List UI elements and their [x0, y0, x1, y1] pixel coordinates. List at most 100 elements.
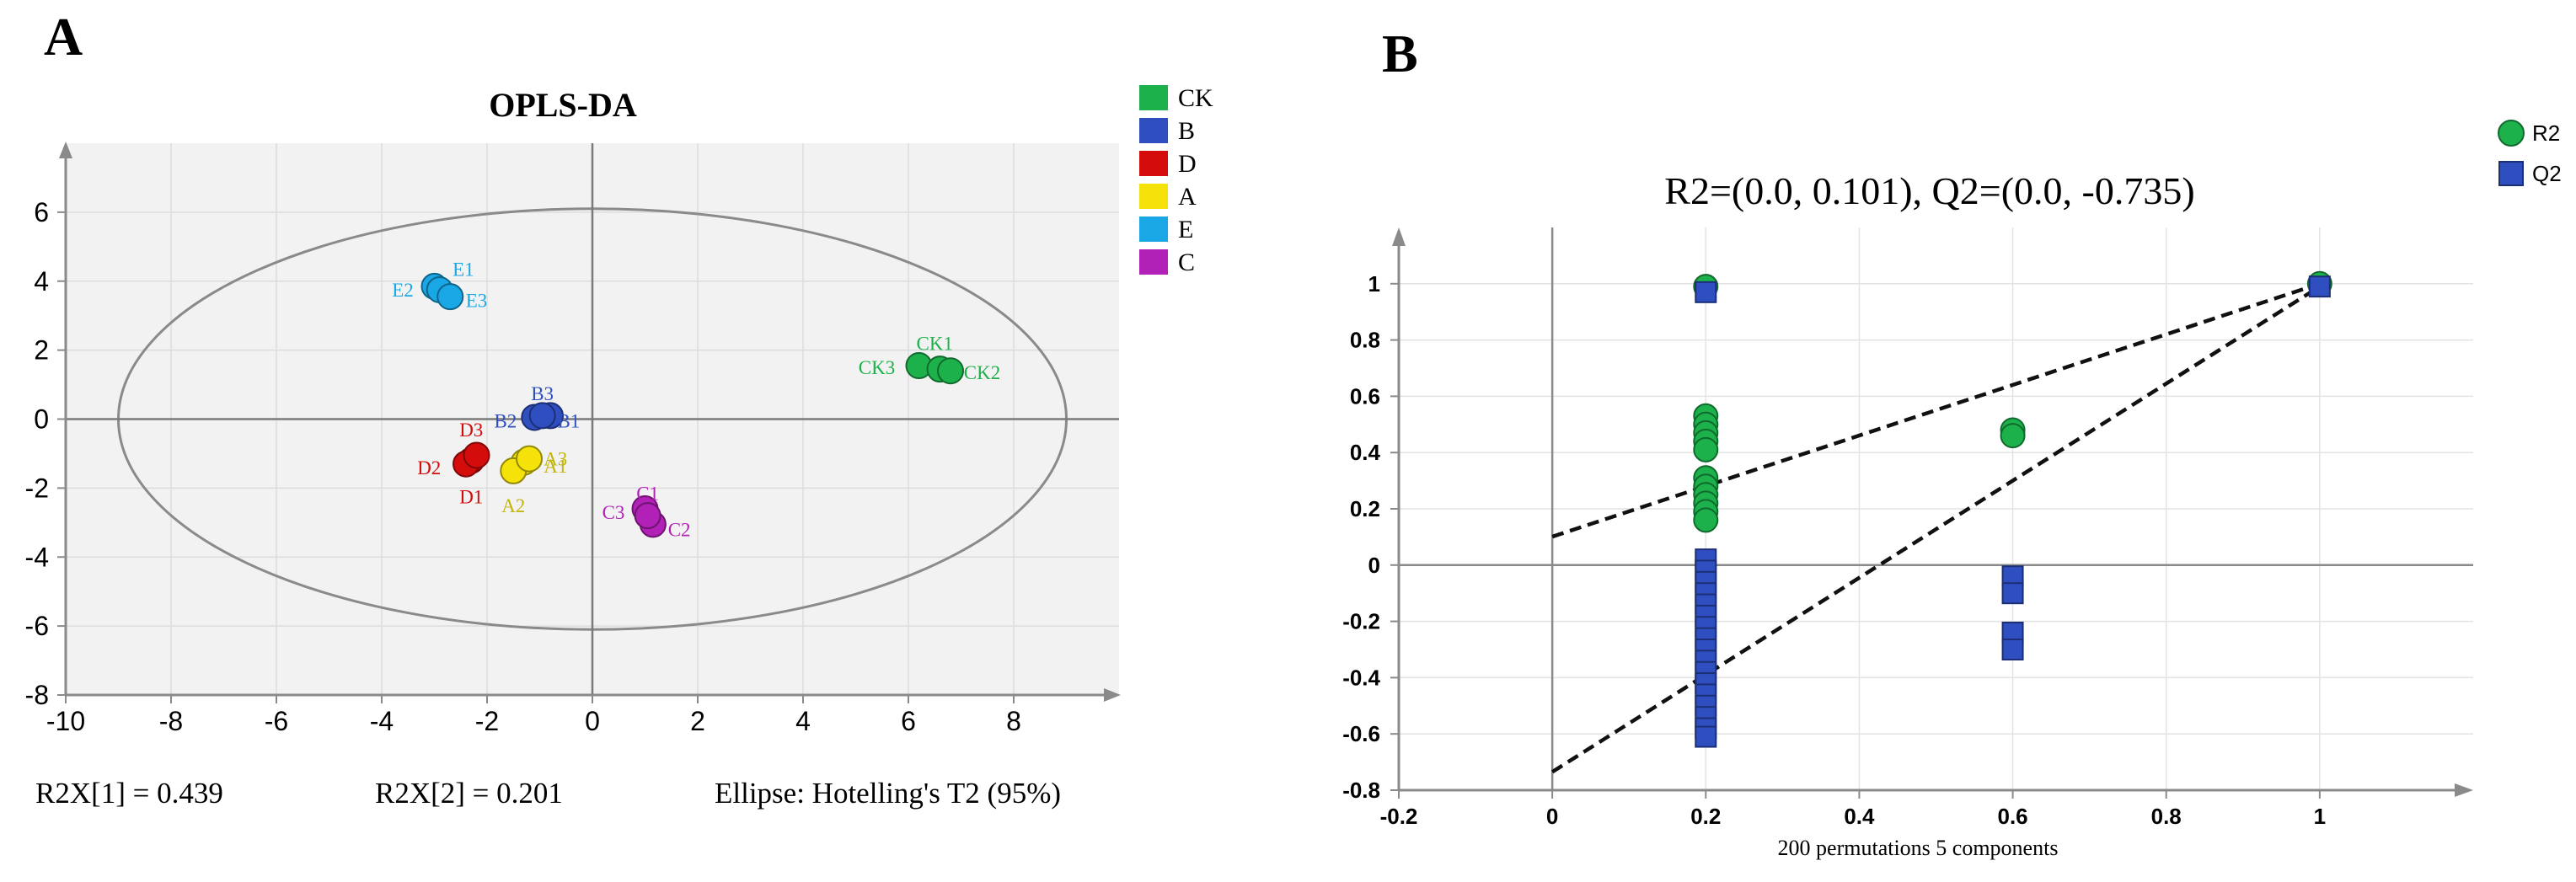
r2x2-label: R2X[2] = 0.201 — [375, 777, 563, 810]
legend-label-ck: CK — [1178, 84, 1213, 112]
point-label-d1: D1 — [459, 487, 483, 508]
x-tick-label: 4 — [795, 706, 811, 736]
q2-point — [1695, 725, 1717, 748]
point-label-a2: A2 — [501, 495, 525, 516]
regression-line-r2 — [1551, 281, 2321, 539]
y-tick-label: -8 — [25, 680, 49, 710]
legend-label-d: D — [1178, 150, 1197, 178]
panel-a-letter: A — [44, 7, 83, 67]
point-label-b2: B2 — [494, 411, 517, 432]
panel-b: B R2=(0.0, 0.101), Q2=(0.0, -0.735) -0.2… — [1342, 24, 2562, 860]
x-tick-label: 0.6 — [1997, 804, 2027, 829]
legend-label-a: A — [1178, 183, 1197, 211]
point-label-c1: C1 — [636, 484, 659, 505]
point-label-e2: E2 — [392, 280, 414, 301]
point-label-ck3: CK3 — [859, 357, 895, 378]
chart-a-x-ticks: -10 -8 -6 -4 -2 0 2 4 6 8 — [46, 695, 1021, 736]
x-tick-label: -8 — [159, 706, 183, 736]
q2-point — [2308, 275, 2331, 298]
y-tick-label: 1 — [1368, 271, 1380, 297]
chart-b-title: R2=(0.0, 0.101), Q2=(0.0, -0.735) — [1664, 169, 2194, 212]
y-tick-label: 2 — [34, 335, 49, 366]
legend-swatch-c — [1139, 249, 1168, 275]
y-tick-label: 0 — [1368, 553, 1380, 578]
point-label-b1: B1 — [557, 411, 580, 432]
y-tick-label: 4 — [34, 266, 49, 297]
legend-label-e: E — [1178, 216, 1193, 243]
legend-label-q2: Q2 — [2532, 161, 2562, 186]
y-tick-label: -0.6 — [1342, 721, 1380, 746]
chart-b-regression-lines — [1550, 281, 2322, 774]
point-label-ck2: CK2 — [964, 362, 1000, 383]
point-ck3 — [937, 357, 964, 385]
y-tick-label: -4 — [25, 542, 49, 572]
chart-b-legend: R2 Q2 — [2498, 120, 2562, 186]
x-tick-label: -6 — [265, 706, 288, 736]
point-label-a1: A1 — [544, 456, 567, 477]
y-tick-label: 6 — [34, 197, 49, 227]
x-tick-label: 2 — [690, 706, 705, 736]
point-label-e1: E1 — [453, 259, 474, 280]
x-tick-label: 8 — [1006, 706, 1021, 736]
panel-b-letter: B — [1382, 24, 1418, 83]
point-d3 — [463, 441, 490, 469]
x-tick-label: 1 — [2314, 804, 2326, 829]
chart-a-title: OPLS-DA — [489, 86, 637, 124]
point-a3 — [516, 445, 543, 473]
legend-swatch-d — [1139, 151, 1168, 176]
q2-point — [2001, 639, 2024, 660]
q2-point — [1695, 281, 1717, 303]
x-tick-label: 6 — [901, 706, 916, 736]
x-tick-label: 0 — [1546, 804, 1558, 829]
chart-b-x-ticks: -0.2 0 0.2 0.4 0.6 0.8 1 — [1380, 790, 2326, 829]
chart-b-x-label: 200 permutations 5 components — [1778, 836, 2059, 860]
y-tick-label: -0.2 — [1342, 609, 1380, 634]
y-tick-label: -0.4 — [1342, 665, 1380, 690]
point-label-b3: B3 — [531, 383, 554, 404]
legend-label-b: B — [1178, 117, 1195, 145]
point-label-a3: A3 — [544, 449, 567, 470]
legend-marker-q2 — [2498, 161, 2524, 186]
x-tick-label: -10 — [46, 706, 85, 736]
y-tick-label: -2 — [25, 473, 49, 503]
chart-a-points — [420, 272, 964, 538]
regression-line-q2 — [1550, 285, 2322, 774]
point-label-c2: C2 — [668, 520, 691, 541]
y-tick-label: 0.8 — [1350, 328, 1380, 353]
x-tick-label: -4 — [370, 706, 394, 736]
y-tick-label: 0.6 — [1350, 383, 1380, 409]
r2-point — [1693, 507, 1719, 533]
y-tick-label: -6 — [25, 611, 49, 641]
chart-a-x-axis-arrow — [1104, 688, 1121, 702]
y-tick-label: 0 — [34, 404, 49, 435]
legend-swatch-e — [1139, 216, 1168, 242]
x-tick-label: 0 — [585, 706, 600, 736]
y-tick-label: -0.8 — [1342, 778, 1380, 803]
x-tick-label: -0.2 — [1380, 804, 1418, 829]
legend-swatch-b — [1139, 118, 1168, 143]
legend-label-c: C — [1178, 249, 1195, 276]
point-label-d3: D3 — [459, 420, 483, 441]
x-tick-label: 0.8 — [2151, 804, 2182, 829]
r2x1-label: R2X[1] = 0.439 — [35, 777, 223, 810]
x-tick-label: 0.4 — [1844, 804, 1875, 829]
point-b3 — [528, 402, 556, 430]
chart-a-y-ticks: -8 -6 -4 -2 0 2 4 6 — [25, 197, 66, 710]
point-label-c3: C3 — [602, 502, 625, 523]
r2-point — [1693, 436, 1719, 462]
legend-label-r2: R2 — [2532, 120, 2560, 146]
point-e3 — [436, 283, 464, 311]
chart-b-y-ticks: -0.8 -0.6 -0.4 -0.2 0 0.2 0.4 0.6 0.8 1 — [1342, 271, 1399, 803]
point-c3 — [634, 502, 661, 530]
chart-a-y-axis-arrow — [59, 142, 72, 158]
r2-point — [2000, 423, 2026, 449]
point-label-d2: D2 — [417, 457, 441, 478]
legend-marker-r2 — [2498, 120, 2525, 147]
x-tick-label: 0.2 — [1690, 804, 1721, 829]
chart-b-gridlines — [1399, 227, 2473, 790]
ellipse-label: Ellipse: Hotelling's T2 (95%) — [715, 777, 1061, 810]
q2-point — [2001, 582, 2024, 605]
